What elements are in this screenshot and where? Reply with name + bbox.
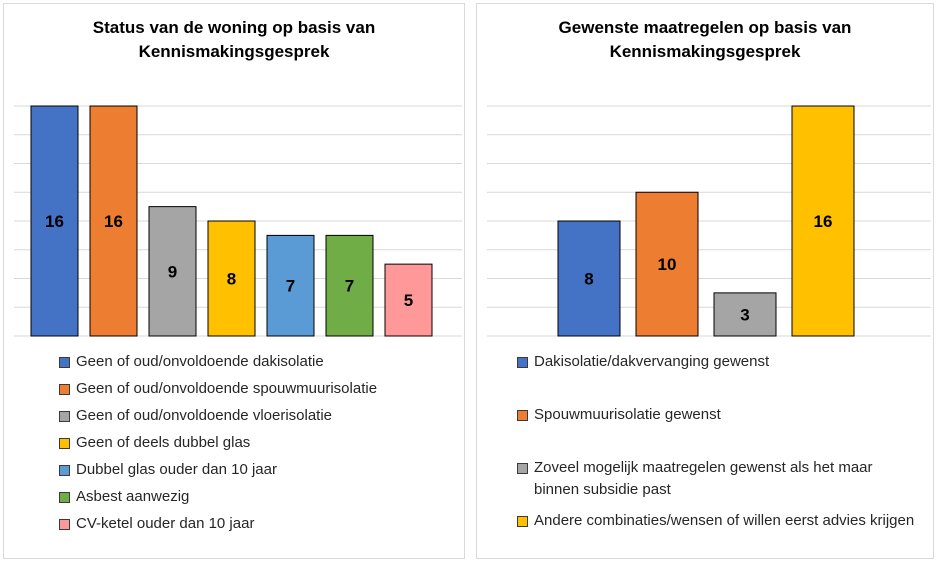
bar-0 xyxy=(557,220,621,337)
chart-panel-status: Status van de woning op basis van Kennis… xyxy=(3,3,465,559)
bar-3 xyxy=(791,105,855,337)
legend-swatch xyxy=(59,465,70,476)
bar-0 xyxy=(30,105,79,337)
legend-item-2: Geen of oud/onvoldoende vloerisolatie xyxy=(59,405,459,427)
legend-swatch xyxy=(59,384,70,395)
data-label-2: 9 xyxy=(168,262,177,281)
bar-5 xyxy=(325,234,374,337)
legend-item-5: Asbest aanwezig xyxy=(59,486,459,508)
legend-label: Geen of oud/onvoldoende spouwmuurisolati… xyxy=(76,380,378,397)
bar-1 xyxy=(89,105,138,337)
data-label-1: 10 xyxy=(658,255,677,274)
data-label-3: 16 xyxy=(814,212,833,231)
legend-item-3: Andere combinaties/wensen of willen eers… xyxy=(517,510,917,532)
legend-label: CV-ketel ouder dan 10 jaar xyxy=(76,515,255,532)
legend-item-0: Dakisolatie/dakvervanging gewenst xyxy=(517,351,917,373)
data-label-4: 7 xyxy=(286,277,295,296)
legend-swatch xyxy=(59,492,70,503)
chart-title-line-1: Status van de woning op basis van xyxy=(92,18,376,37)
legend-label: Zoveel mogelijk maatregelen gewenst als … xyxy=(534,459,873,498)
legend-item-4: Dubbel glas ouder dan 10 jaar xyxy=(59,459,459,481)
legend-label: Geen of oud/onvoldoende dakisolatie xyxy=(76,353,324,370)
data-label-0: 16 xyxy=(45,212,64,231)
legend-label: Dubbel glas ouder dan 10 jaar xyxy=(76,461,277,478)
legend-item-2: Zoveel mogelijk maatregelen gewenst als … xyxy=(517,457,917,501)
legend-swatch xyxy=(517,410,528,421)
bar-1 xyxy=(635,191,699,337)
bar-chart-measures: 8 10 3 16 xyxy=(487,105,931,337)
chart-panel-measures: Gewenste maatregelen op basis van Kennis… xyxy=(476,3,934,559)
chart-title: Gewenste maatregelen op basis van Kennis… xyxy=(477,16,933,64)
legend-swatch xyxy=(517,516,528,527)
chart-title: Status van de woning op basis van Kennis… xyxy=(4,16,464,64)
data-label-6: 5 xyxy=(404,291,413,310)
data-label-5: 7 xyxy=(345,277,354,296)
legend-item-3: Geen of deels dubbel glas xyxy=(59,432,459,454)
chart-title-line-1: Gewenste maatregelen op basis van xyxy=(558,18,852,37)
legend-label: Spouwmuurisolatie gewenst xyxy=(534,406,721,423)
legend-item-0: Geen of oud/onvoldoende dakisolatie xyxy=(59,351,459,373)
legend-swatch xyxy=(59,357,70,368)
legend-item-1: Spouwmuurisolatie gewenst xyxy=(517,404,917,426)
legend-item-1: Geen of oud/onvoldoende spouwmuurisolati… xyxy=(59,378,459,400)
bar-2 xyxy=(148,206,197,337)
legend-label: Geen of deels dubbel glas xyxy=(76,434,251,451)
data-label-1: 16 xyxy=(104,212,123,231)
legend-label: Andere combinaties/wensen of willen eers… xyxy=(534,512,915,529)
bar-chart-status: 16 16 9 8 7 7 5 xyxy=(14,105,462,337)
legend-swatch xyxy=(59,438,70,449)
legend-item-6: CV-ketel ouder dan 10 jaar xyxy=(59,513,459,535)
chart-title-line-2: Kennismakingsgesprek xyxy=(138,42,330,61)
legend-label: Geen of oud/onvoldoende vloerisolatie xyxy=(76,407,333,424)
bar-2 xyxy=(713,292,777,337)
legend-swatch xyxy=(517,463,528,474)
bar-6 xyxy=(384,263,433,337)
legend-label: Dakisolatie/dakvervanging gewenst xyxy=(534,353,770,370)
legend-swatch xyxy=(517,357,528,368)
data-label-2: 3 xyxy=(740,305,749,324)
legend-swatch xyxy=(59,519,70,530)
chart-title-line-2: Kennismakingsgesprek xyxy=(609,42,801,61)
bar-3 xyxy=(207,220,256,337)
legend-label: Asbest aanwezig xyxy=(76,488,190,505)
data-label-3: 8 xyxy=(227,270,236,289)
legend-swatch xyxy=(59,411,70,422)
bar-4 xyxy=(266,234,315,337)
data-label-0: 8 xyxy=(584,270,593,289)
